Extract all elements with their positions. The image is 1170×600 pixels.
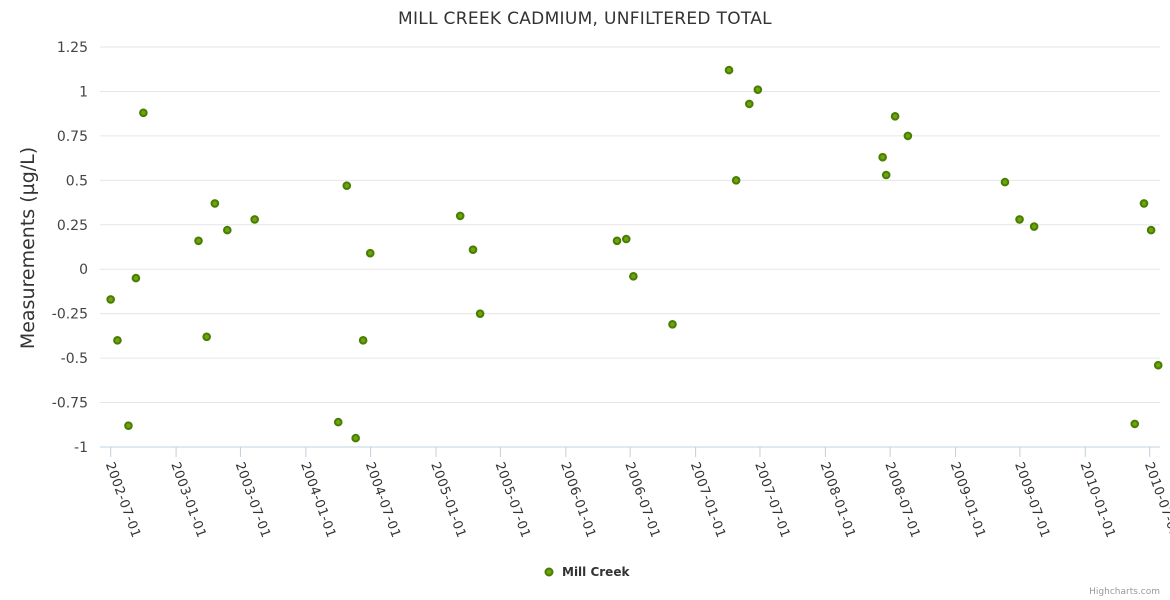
- grid-lines: [100, 46, 1160, 404]
- data-point[interactable]: [612, 236, 622, 246]
- data-point[interactable]: [202, 332, 211, 342]
- data-point[interactable]: [468, 245, 478, 254]
- data-point[interactable]: [1139, 199, 1149, 208]
- x-tick-label: 2006-01-01: [557, 460, 598, 540]
- data-point[interactable]: [724, 65, 734, 75]
- legend-marker: [544, 567, 554, 577]
- data-point[interactable]: [342, 181, 352, 190]
- data-point[interactable]: [351, 433, 360, 443]
- data-point[interactable]: [881, 170, 891, 180]
- x-tick-label: 2005-07-01: [492, 460, 533, 540]
- y-axis-ticks: 1.25 1 0.75 0.5 0.25 0 -0.25 -0.5 -0.75 -1: [52, 40, 88, 456]
- y-tick-label: -1: [74, 440, 88, 456]
- y-tick-label: 1.25: [57, 40, 88, 56]
- x-tick-label: 2008-07-01: [881, 460, 922, 540]
- legend-item-mill-creek[interactable]: Mill Creek: [544, 565, 631, 579]
- data-point[interactable]: [365, 248, 375, 258]
- x-tick-label: 2003-01-01: [167, 460, 208, 540]
- data-point[interactable]: [131, 273, 141, 283]
- x-tick-label: 2004-07-01: [362, 460, 403, 540]
- y-tick-label: 1: [79, 84, 88, 100]
- data-points: [106, 65, 1163, 443]
- data-point[interactable]: [1029, 222, 1039, 231]
- data-point[interactable]: [106, 295, 115, 304]
- x-tick-label: 2009-07-01: [1011, 460, 1052, 540]
- data-point[interactable]: [1146, 225, 1156, 235]
- legend-label: Mill Creek: [562, 565, 630, 579]
- data-point[interactable]: [753, 85, 763, 94]
- data-point[interactable]: [358, 336, 368, 345]
- x-tick-label: 2009-01-01: [947, 460, 988, 540]
- data-point[interactable]: [124, 421, 133, 430]
- y-tick-label: 0.75: [57, 129, 88, 145]
- data-point[interactable]: [1153, 360, 1163, 370]
- data-point[interactable]: [194, 236, 203, 246]
- x-tick-label: 2003-07-01: [232, 460, 273, 540]
- y-tick-label: 0.25: [57, 218, 88, 234]
- data-point[interactable]: [621, 234, 631, 244]
- chart-title: MILL CREEK CADMIUM, UNFILTERED TOTAL: [398, 9, 772, 29]
- data-point[interactable]: [668, 320, 677, 329]
- y-tick-label: 0.5: [66, 173, 88, 189]
- data-point[interactable]: [890, 112, 900, 121]
- data-point[interactable]: [222, 225, 232, 235]
- y-tick-label: 0: [79, 262, 88, 278]
- x-tick-label: 2006-07-01: [621, 460, 662, 540]
- x-tick-label: 2010-01-01: [1077, 460, 1118, 540]
- data-point[interactable]: [333, 417, 343, 427]
- data-point[interactable]: [1015, 215, 1024, 224]
- x-axis-ticks: 2002-07-01 2003-01-01 2003-07-01 2004-01-01…: [102, 447, 1170, 540]
- x-tick-label: 2005-01-01: [427, 460, 468, 540]
- data-point[interactable]: [250, 215, 259, 224]
- data-point[interactable]: [210, 199, 220, 208]
- credits-link[interactable]: Highcharts.com: [1089, 587, 1160, 597]
- x-tick-label: 2007-07-01: [751, 460, 792, 540]
- x-tick-label: 2010-07-01: [1141, 460, 1170, 540]
- y-axis-label: Measurements (µg/L): [17, 147, 39, 349]
- data-point[interactable]: [903, 131, 913, 141]
- data-point[interactable]: [113, 336, 122, 345]
- data-point[interactable]: [878, 152, 887, 162]
- data-point[interactable]: [475, 309, 485, 318]
- data-point[interactable]: [744, 99, 754, 109]
- x-tick-label: 2002-07-01: [102, 460, 143, 540]
- data-point[interactable]: [1130, 419, 1140, 429]
- data-point[interactable]: [139, 108, 148, 118]
- y-tick-label: -0.25: [52, 307, 88, 323]
- data-point[interactable]: [1000, 177, 1010, 187]
- x-tick-label: 2004-01-01: [297, 460, 338, 540]
- x-tick-label: 2008-01-01: [817, 460, 858, 540]
- y-tick-label: -0.75: [52, 396, 88, 412]
- y-tick-label: -0.5: [61, 351, 88, 367]
- data-point[interactable]: [629, 272, 638, 281]
- x-tick-label: 2007-01-01: [687, 460, 728, 540]
- data-point[interactable]: [455, 211, 465, 221]
- data-point[interactable]: [731, 176, 741, 185]
